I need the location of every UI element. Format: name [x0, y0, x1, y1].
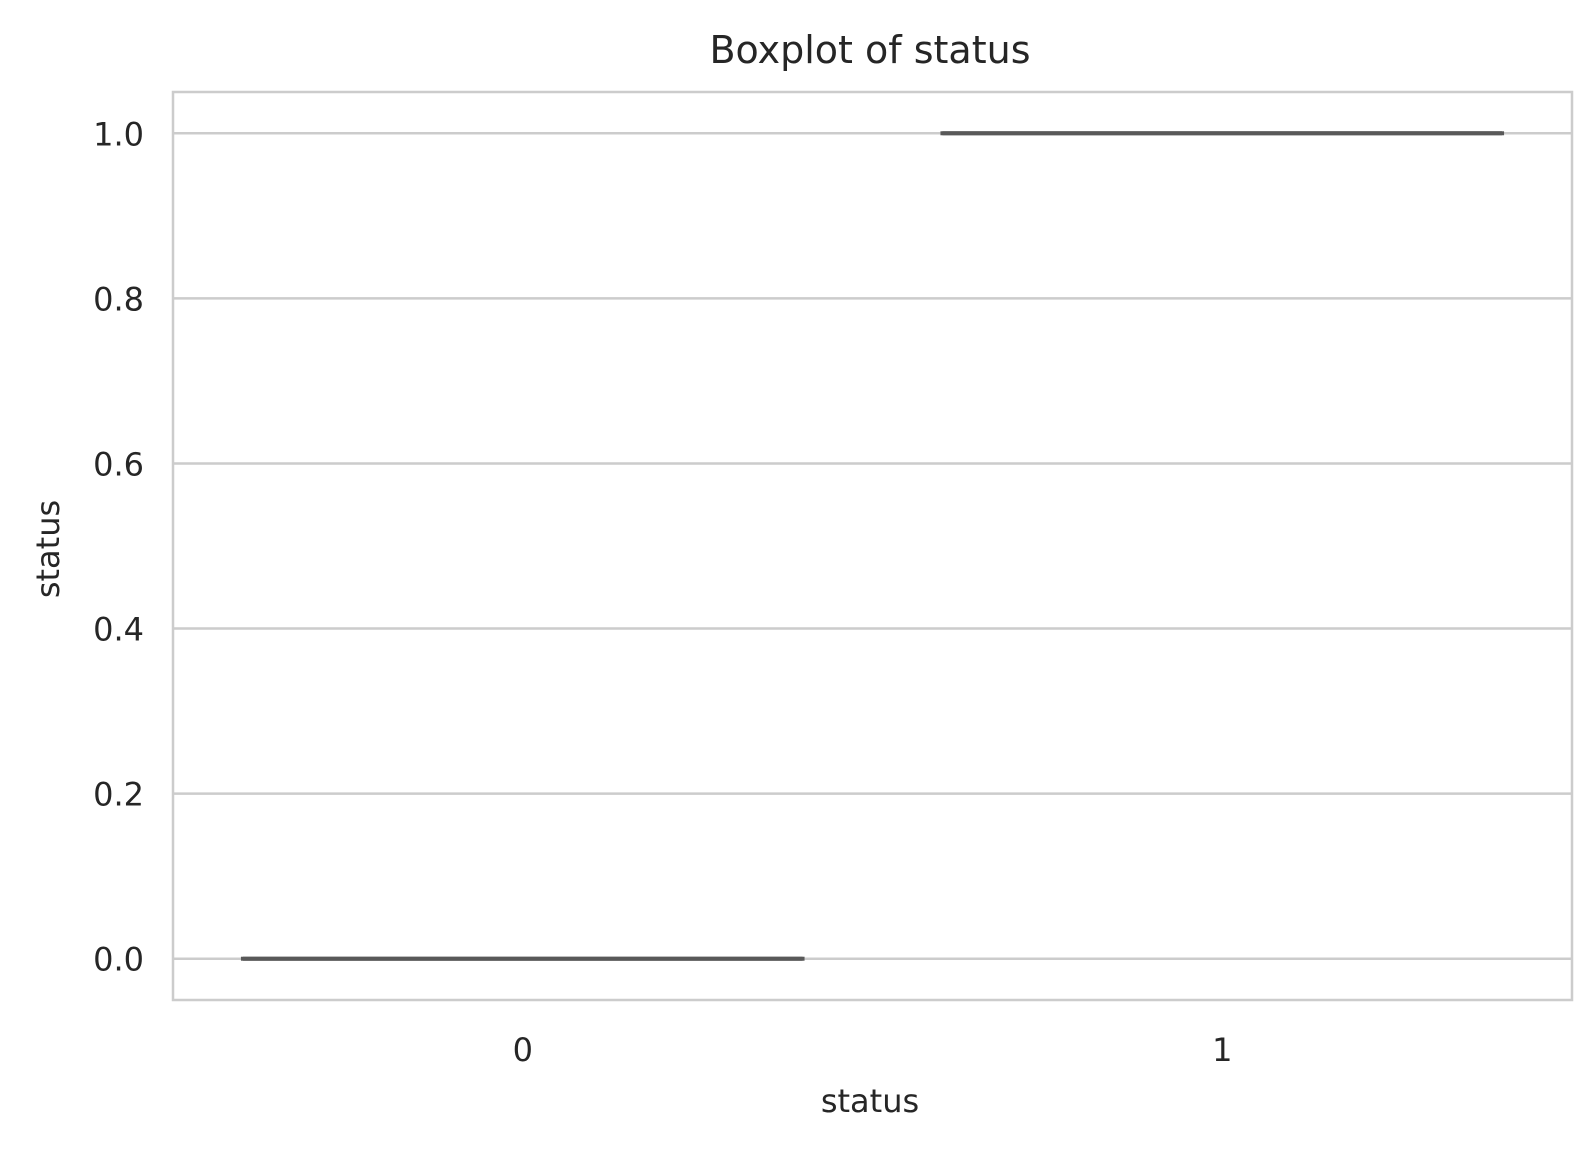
chart-title: Boxplot of status [709, 28, 1030, 72]
plot-frame [171, 90, 1574, 1002]
y-tick-label: 0.6 [93, 445, 144, 483]
x-tick-label: 1 [1212, 1031, 1232, 1069]
x-tick-label: 0 [513, 1031, 533, 1069]
boxes [240, 131, 1505, 961]
y-tick-label: 0.0 [93, 941, 144, 979]
y-tick-label: 0.2 [93, 776, 144, 814]
y-tick-label: 0.4 [93, 611, 144, 649]
y-tick-label: 1.0 [93, 115, 144, 153]
y-axis-label: status [29, 500, 67, 598]
y-tick-labels: 0.0 0.2 0.4 0.6 0.8 1.0 [93, 115, 144, 978]
x-axis-label: status [821, 1082, 919, 1120]
y-tick-label: 0.8 [93, 280, 144, 318]
gridlines [173, 132, 1572, 960]
